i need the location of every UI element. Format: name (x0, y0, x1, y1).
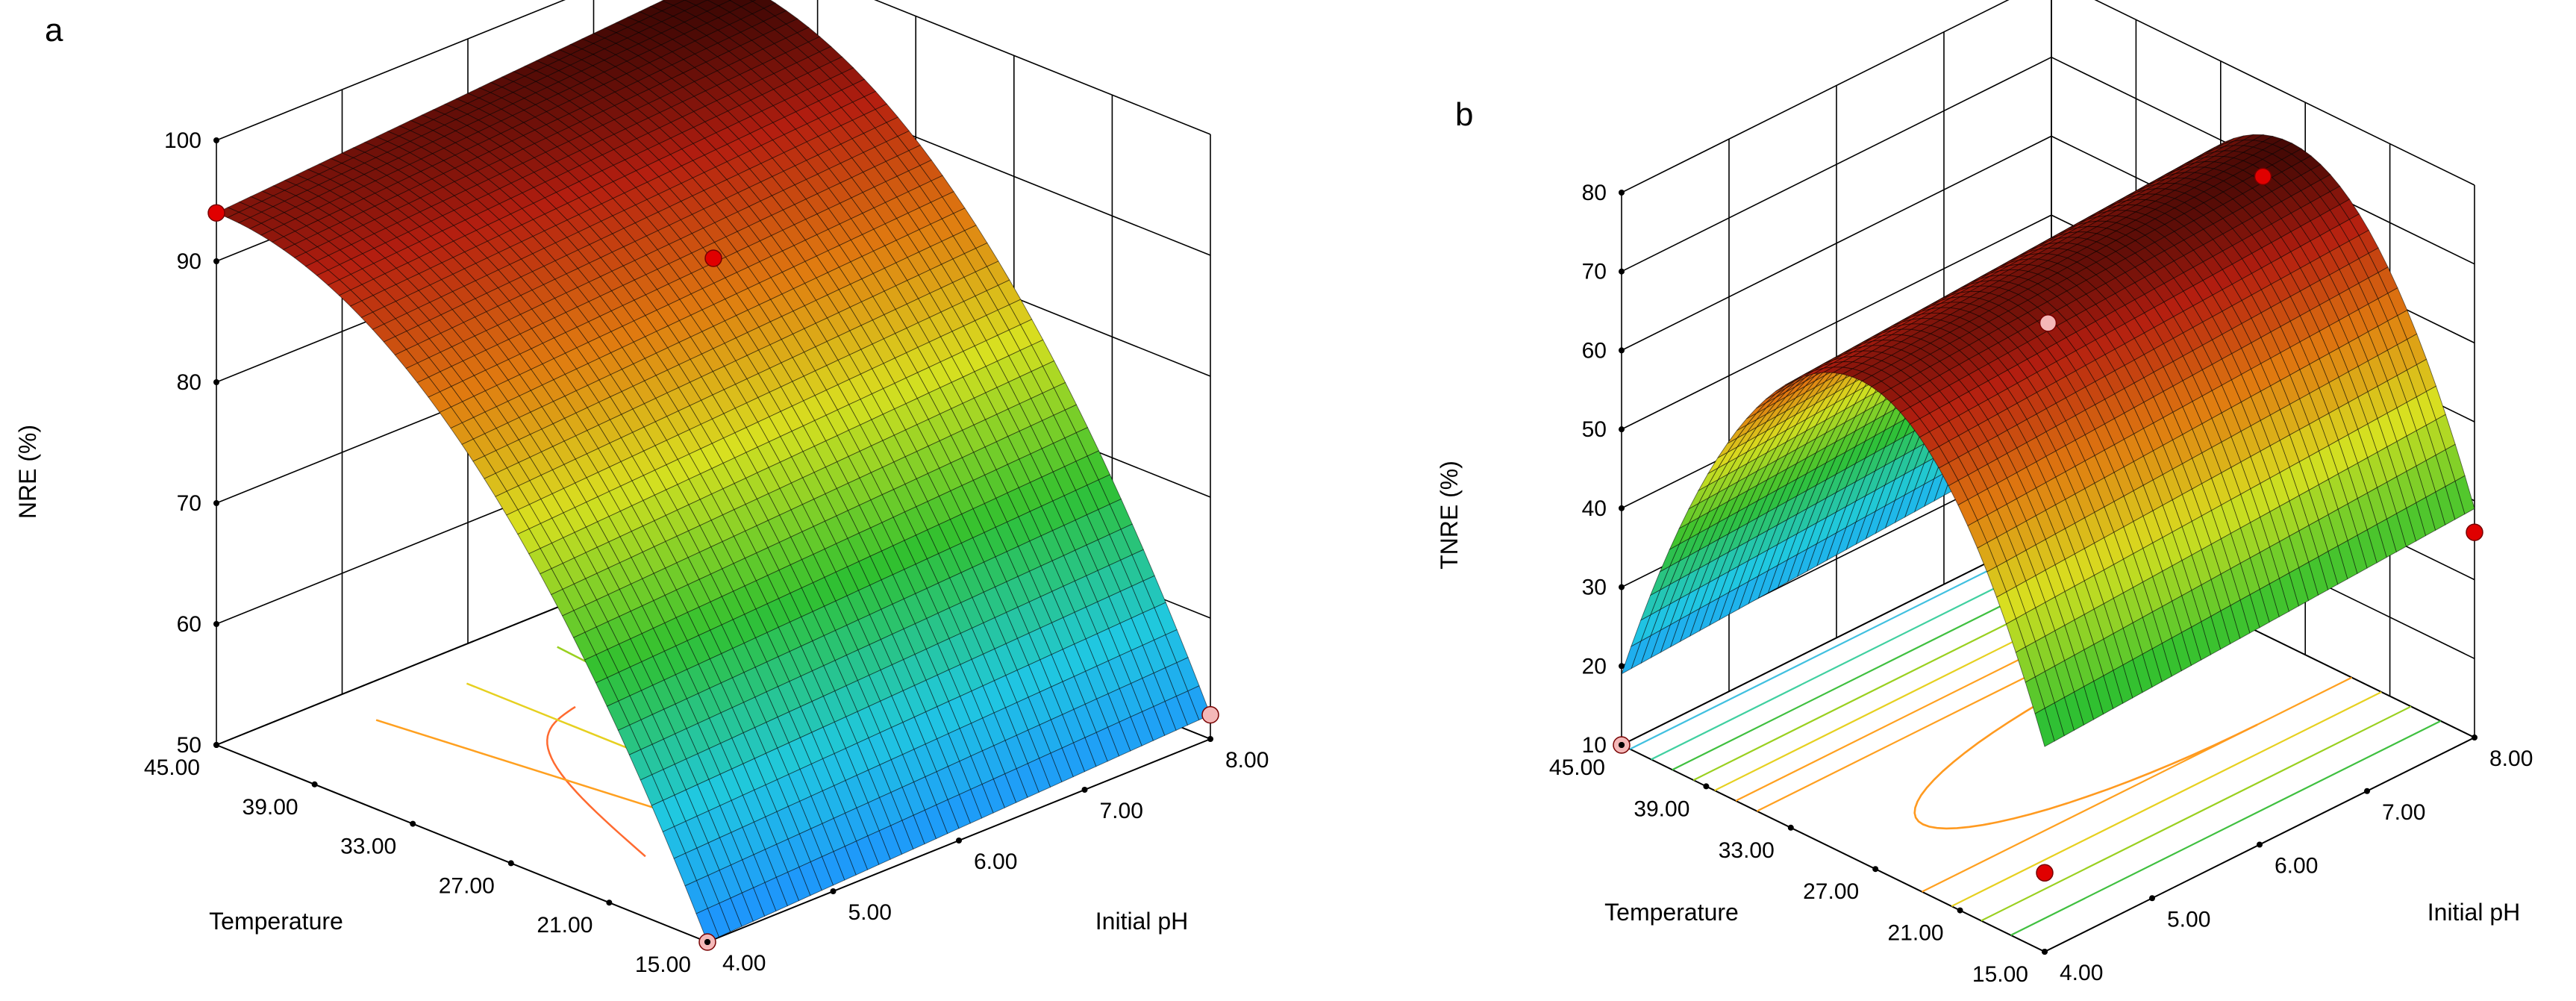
b-y-tick-mark (2364, 788, 2370, 794)
a-y-tick-label: 4.00 (722, 951, 766, 976)
a-z-tick-mark (213, 258, 219, 264)
b-x-tick-mark (1619, 742, 1625, 748)
a-y-tick-mark (1207, 736, 1213, 742)
panel-a-surface (216, 0, 1210, 942)
a-x-tick-label: 39.00 (243, 795, 298, 820)
a-z-tick-label: 50 (177, 733, 201, 758)
b-y-tick-label: 6.00 (2275, 854, 2318, 879)
b-y-tick-label: 8.00 (2489, 746, 2533, 771)
a-x-tick-label: 21.00 (537, 913, 593, 938)
b-x-tick-mark (1957, 908, 1963, 914)
a-z-tick-mark (213, 137, 219, 143)
a-x-tick-mark (410, 821, 416, 827)
a-design-point (208, 205, 225, 221)
b-z-tick-label: 80 (1582, 181, 1607, 205)
a-y-tick-label: 6.00 (974, 849, 1017, 874)
b-x-tick-label: 33.00 (1719, 838, 1775, 863)
panel-b-surface (1622, 134, 2475, 746)
a-y-tick-mark (1082, 787, 1088, 793)
a-y-tick-mark (831, 888, 837, 894)
panel-a-z-axis-title: NRE (%) (14, 425, 41, 519)
b-z-tick-mark (1619, 663, 1625, 669)
a-x-tick-label: 27.00 (439, 873, 495, 898)
panel-b-label: b (1455, 96, 1473, 133)
b-x-tick-label: 45.00 (1549, 755, 1605, 780)
b-z-tick-label: 70 (1582, 260, 1607, 284)
b-x-tick-mark (1703, 783, 1709, 789)
a-x-tick-mark (213, 742, 219, 748)
b-x-tick-label: 39.00 (1634, 796, 1689, 821)
b-x-tick-label: 27.00 (1803, 879, 1859, 904)
b-y-tick-mark (2149, 895, 2155, 901)
a-x-tick-mark (606, 899, 612, 905)
a-z-tick-label: 70 (177, 491, 201, 516)
a-z-tick-label: 100 (164, 128, 201, 153)
b-y-tick-mark (2472, 735, 2477, 740)
panel-a-y-axis-title: Initial pH (1095, 908, 1189, 935)
b-y-tick-label: 5.00 (2167, 907, 2210, 932)
b-x-tick-mark (1872, 866, 1878, 872)
b-design-point (2036, 864, 2053, 881)
a-x-tick-mark (312, 782, 318, 788)
b-contour-line (2011, 721, 2441, 935)
a-z-tick-label: 60 (177, 612, 201, 637)
b-z-tick-label: 40 (1582, 496, 1607, 521)
panel-b: b 10 20 30 40 50 60 70 80 45.00 39.00 33.00 27.00 21… (1436, 0, 2533, 987)
b-z-tick-label: 60 (1582, 338, 1607, 363)
b-x-tick-label: 15.00 (1972, 962, 2028, 987)
b-x-tick-label: 21.00 (1888, 921, 1944, 946)
a-z-tick-mark (213, 379, 219, 385)
a-z-tick-label: 90 (177, 249, 201, 274)
b-z-tick-mark (1619, 426, 1625, 432)
b-design-point (2466, 524, 2483, 540)
a-y-tick-label: 8.00 (1225, 748, 1269, 773)
a-x-tick-label: 33.00 (340, 835, 396, 859)
a-x-tick-label: 45.00 (144, 755, 200, 780)
a-y-tick-mark (956, 838, 962, 843)
b-x-tick-mark (1788, 825, 1794, 831)
b-z-tick-mark (1619, 584, 1625, 590)
panel-b-z-axis-title: TNRE (%) (1436, 461, 1463, 570)
b-design-point (2255, 168, 2272, 184)
panel-a-label: a (45, 12, 63, 49)
b-design-point (2040, 315, 2057, 331)
b-z-tick-mark (1619, 505, 1625, 511)
a-x-tick-label: 15.00 (635, 952, 691, 977)
panel-b-x-axis-title: Temperature (1604, 899, 1739, 926)
a-z-tick-mark (213, 621, 219, 627)
panel-a: a 50 60 70 80 90 100 45.00 39.00 33.00 27.00 21.00… (14, 0, 1269, 977)
a-x-tick-mark (508, 860, 514, 866)
a-z-tick-mark (213, 500, 219, 506)
b-z-tick-mark (1619, 190, 1625, 196)
a-y-tick-label: 5.00 (848, 900, 892, 925)
a-design-point (1202, 707, 1219, 723)
b-z-tick-label: 50 (1582, 417, 1607, 442)
b-y-tick-label: 4.00 (2060, 961, 2103, 985)
a-y-tick-label: 7.00 (1100, 799, 1143, 823)
a-z-tick-label: 80 (177, 370, 201, 395)
b-z-tick-label: 20 (1582, 654, 1607, 679)
panel-b-y-axis-title: Initial pH (2427, 899, 2521, 926)
panel-a-x-axis-title: Temperature (209, 908, 343, 935)
b-y-tick-mark (2257, 842, 2263, 848)
b-z-tick-label: 30 (1582, 576, 1607, 600)
a-y-tick-mark (704, 939, 710, 945)
b-y-tick-label: 7.00 (2382, 800, 2425, 825)
b-z-tick-mark (1619, 347, 1625, 353)
a-design-point (705, 250, 722, 266)
b-z-tick-label: 10 (1582, 733, 1607, 758)
b-z-tick-mark (1619, 269, 1625, 275)
b-y-tick-mark (2042, 949, 2048, 955)
